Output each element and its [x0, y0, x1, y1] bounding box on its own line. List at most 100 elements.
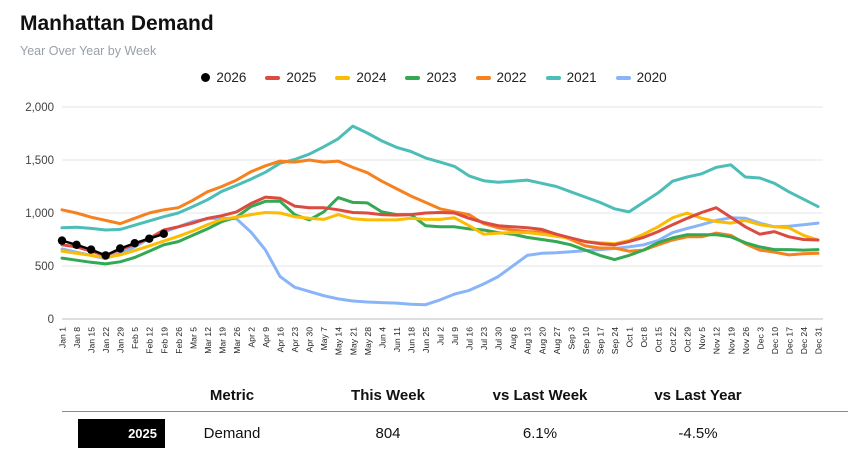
table-cell-vs-last-week: 6.1%: [522, 425, 558, 442]
y-axis-label: 2,000: [25, 102, 54, 114]
x-axis-label: Feb 5: [130, 327, 140, 349]
x-axis-label: Sep 3: [566, 327, 576, 350]
series-point-2026: [72, 240, 81, 249]
legend-dash-icon-2025: [265, 75, 281, 80]
x-axis-label: Mar 26: [232, 327, 242, 354]
legend-dot-icon-2026: [201, 73, 211, 82]
x-axis-label: Mar 12: [203, 327, 213, 354]
legend-dash-icon-2024: [335, 75, 351, 80]
series-line-2025: [60, 195, 820, 257]
x-axis-label: May 7: [319, 327, 329, 351]
legend-label: 2024: [356, 70, 387, 85]
x-axis-label: Apr 23: [290, 327, 300, 353]
chart-legend: 2026 2025 2024 2023 2022 2021 2020: [0, 70, 868, 85]
series-line-2022: [60, 158, 820, 257]
x-axis-label: Sep 24: [610, 327, 620, 354]
x-axis-label: Jan 29: [116, 327, 126, 353]
table-header-this-week: This Week: [351, 387, 425, 404]
legend-dash-icon-2022: [475, 75, 491, 80]
x-axis-label: Jan 15: [87, 327, 97, 353]
x-axis-label: Oct 8: [639, 327, 649, 348]
x-axis-label: Jan 8: [72, 327, 82, 348]
series-point-2026: [86, 245, 96, 254]
legend-item-2023: 2023: [405, 70, 457, 85]
legend-item-2026: 2026: [201, 70, 246, 85]
legend-label: 2026: [216, 70, 247, 85]
x-axis-label: Jun 11: [392, 327, 402, 352]
legend-item-2021: 2021: [545, 70, 597, 85]
x-axis-label: Jul 2: [436, 327, 446, 345]
legend-label: 2020: [636, 70, 667, 85]
x-axis-label: Jun 18: [406, 327, 416, 353]
x-axis-label: Jul 9: [450, 327, 460, 345]
series-point-2026: [116, 244, 125, 253]
legend-label: 2025: [286, 70, 317, 85]
x-axis-label: Nov 12: [712, 327, 722, 354]
x-axis-label: May 28: [363, 327, 373, 355]
x-axis-label: Dec 31: [814, 327, 824, 354]
legend-item-2022: 2022: [475, 70, 527, 85]
legend-label: 2022: [496, 70, 527, 85]
x-axis-label: Jul 23: [479, 327, 489, 350]
x-axis-label: Jul 30: [494, 327, 504, 350]
x-axis-label: May 14: [334, 327, 344, 355]
series-point-2026: [159, 229, 168, 238]
legend-item-2025: 2025: [265, 70, 316, 85]
legend-dash-icon-2023: [405, 75, 421, 80]
x-axis-label: Feb 12: [145, 327, 155, 354]
page-title: Manhattan Demand: [20, 12, 214, 35]
x-axis-label: Aug 20: [537, 327, 547, 354]
x-axis-label: Jun 25: [421, 327, 431, 353]
x-axis-label: May 21: [348, 327, 358, 355]
x-axis-label: Dec 10: [770, 327, 780, 354]
x-axis-label: Mar 19: [217, 327, 227, 354]
x-axis-label: Jun 4: [377, 327, 387, 348]
table-header-metric: Metric: [209, 387, 255, 404]
x-axis-label: Aug 13: [523, 327, 533, 354]
table-cell-vs-last-year: -4.5%: [678, 425, 718, 442]
x-axis-label: Apr 30: [305, 327, 315, 353]
table-header-vs-last-year: vs Last Year: [654, 387, 742, 404]
legend-item-2020: 2020: [615, 70, 667, 85]
series-line-2021: [60, 124, 820, 232]
x-axis-label: Oct 1: [625, 327, 635, 348]
table-cell-metric: Demand: [203, 425, 261, 442]
x-axis-label: Dec 17: [784, 327, 794, 354]
x-axis-label: Feb 19: [159, 327, 169, 354]
legend-dash-icon-2021: [545, 75, 561, 80]
x-axis-label: Nov 19: [726, 327, 736, 354]
page-subtitle: Year Over Year by Week: [20, 44, 157, 58]
x-axis-label: Feb 26: [174, 327, 184, 354]
x-axis-label: Dec 3: [755, 327, 765, 350]
series-point-2026: [145, 234, 154, 243]
x-axis-label: Sep 17: [595, 327, 605, 354]
x-axis-label: Oct 15: [654, 327, 664, 353]
legend-item-2024: 2024: [335, 70, 386, 85]
x-axis-label: Nov 5: [697, 327, 707, 350]
x-axis-label: Oct 22: [668, 327, 678, 353]
x-axis-label: Nov 26: [741, 327, 751, 354]
year-badge: 2025: [78, 419, 165, 448]
demand-line-chart: 0 500 1,000 1,500 2,000 Jan 1 Jan 8 Jan 15 Jan 2…: [25, 102, 824, 355]
x-axis-label: Sep 10: [581, 327, 591, 354]
table-divider: [62, 411, 848, 412]
x-axis-label: Aug 6: [508, 327, 518, 350]
legend-label: 2023: [426, 70, 457, 85]
legend-label: 2021: [566, 70, 597, 85]
y-axis-label: 500: [35, 261, 54, 273]
series-point-2026: [130, 239, 139, 248]
x-axis-label: Apr 9: [261, 327, 271, 348]
y-axis-label: 0: [48, 314, 54, 326]
series-line-2023: [60, 196, 820, 266]
x-axis-label: Aug 27: [552, 327, 562, 354]
x-axis-label: Dec 24: [799, 327, 809, 354]
y-axis-label: 1,500: [25, 155, 54, 167]
table-cell-this-week: 804: [375, 425, 401, 442]
series-point-2026: [101, 251, 110, 260]
x-axis-label: Oct 29: [683, 327, 693, 353]
legend-dash-icon-2020: [615, 75, 631, 80]
x-axis-label: Apr 2: [247, 327, 257, 348]
x-axis-label: Mar 5: [188, 327, 198, 349]
table-header-vs-last-week: vs Last Week: [492, 387, 588, 404]
series-line-2020: [60, 216, 820, 307]
